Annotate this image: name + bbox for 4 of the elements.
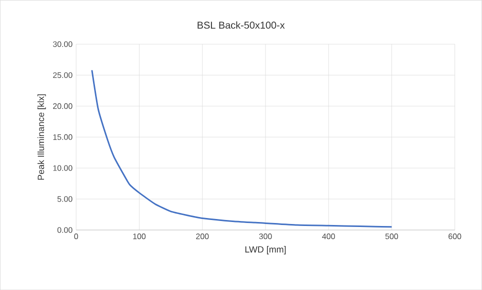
line-series — [91, 69, 392, 228]
x-axis-title: LWD [mm] — [245, 246, 286, 254]
y-axis-title: Peak Illuminance [klx] — [38, 94, 46, 180]
chart-title: BSL Back-50x100-x — [198, 21, 285, 29]
